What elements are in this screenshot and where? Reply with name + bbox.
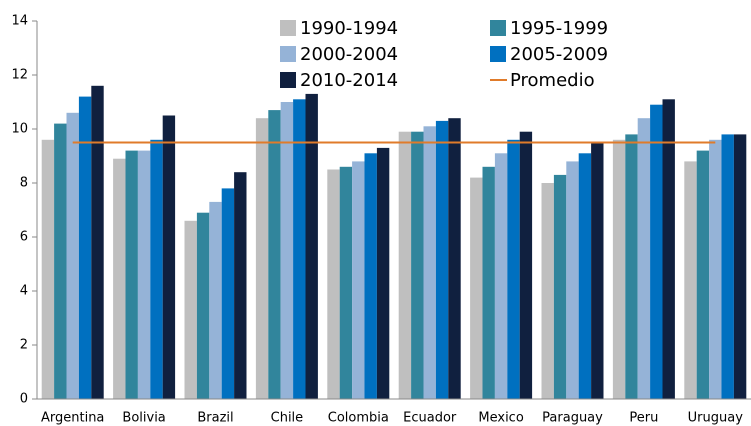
bar [721, 134, 734, 399]
bar [662, 99, 675, 400]
bar [519, 131, 533, 399]
bar [684, 161, 697, 399]
bar [482, 166, 495, 399]
legend-swatch [490, 46, 506, 62]
bar [352, 161, 365, 399]
legend-label: 1995-1999 [510, 18, 608, 39]
bar [553, 174, 567, 399]
y-tick-label: 6 [20, 230, 28, 245]
bar [612, 139, 626, 400]
x-tick-label: Argentina [41, 411, 104, 426]
bar [125, 150, 138, 399]
bar [376, 147, 390, 399]
bar [268, 110, 281, 399]
bar [54, 123, 67, 399]
bar [162, 115, 176, 399]
bar [137, 150, 151, 399]
bar [113, 158, 126, 399]
bar [280, 102, 294, 399]
bar [364, 153, 377, 399]
y-tick-label: 0 [20, 392, 28, 407]
bar [150, 139, 163, 400]
bar [566, 161, 579, 399]
bar [578, 153, 592, 399]
legend-label: Promedio [510, 70, 595, 91]
bar [255, 118, 269, 399]
legend-label: 2000-2004 [300, 44, 398, 65]
y-tick-label: 10 [11, 122, 28, 137]
x-tick-label: Colombia [328, 411, 389, 426]
bar [541, 183, 554, 399]
legend-label: 1990-1994 [300, 18, 398, 39]
bar [411, 131, 424, 399]
bar [470, 177, 483, 399]
bar [234, 172, 247, 399]
x-tick-label: Chile [271, 411, 304, 426]
y-tick-label: 12 [11, 68, 28, 83]
legend-swatch [280, 20, 296, 36]
bar [494, 153, 508, 399]
bar [733, 134, 747, 399]
bar [66, 112, 79, 400]
bar [650, 104, 663, 399]
bar [507, 139, 520, 400]
x-tick-label: Uruguay [688, 411, 744, 426]
y-tick-label: 14 [11, 14, 28, 29]
bar [435, 120, 449, 400]
bar [339, 166, 353, 399]
bar [184, 220, 197, 399]
bar [78, 96, 92, 399]
y-tick-label: 8 [20, 176, 28, 191]
bar [448, 118, 461, 399]
bar [709, 139, 722, 400]
x-tick-label: Peru [629, 411, 658, 426]
legend-label: 2010-2014 [300, 70, 398, 91]
bar [196, 212, 210, 399]
bar [625, 134, 638, 399]
bar [591, 142, 604, 399]
legend-swatch [280, 46, 296, 62]
bar [327, 169, 340, 399]
x-tick-label: Paraguay [542, 411, 603, 426]
x-tick-label: Ecuador [403, 411, 457, 426]
legend-swatch [490, 20, 506, 36]
bar [423, 126, 436, 400]
bar [91, 85, 104, 400]
bar [41, 139, 55, 400]
legend-swatch [280, 72, 296, 88]
bar [293, 99, 306, 400]
bar [696, 150, 710, 399]
bar [221, 188, 235, 399]
legend-label: 2005-2009 [510, 44, 608, 65]
bar [305, 93, 318, 400]
bar [209, 201, 222, 399]
bar [398, 131, 412, 399]
x-tick-label: Brazil [197, 411, 233, 426]
x-tick-label: Bolivia [122, 411, 165, 426]
y-tick-label: 2 [20, 338, 28, 353]
x-tick-label: Mexico [478, 411, 523, 426]
bar [637, 118, 651, 399]
y-tick-label: 4 [20, 284, 28, 299]
